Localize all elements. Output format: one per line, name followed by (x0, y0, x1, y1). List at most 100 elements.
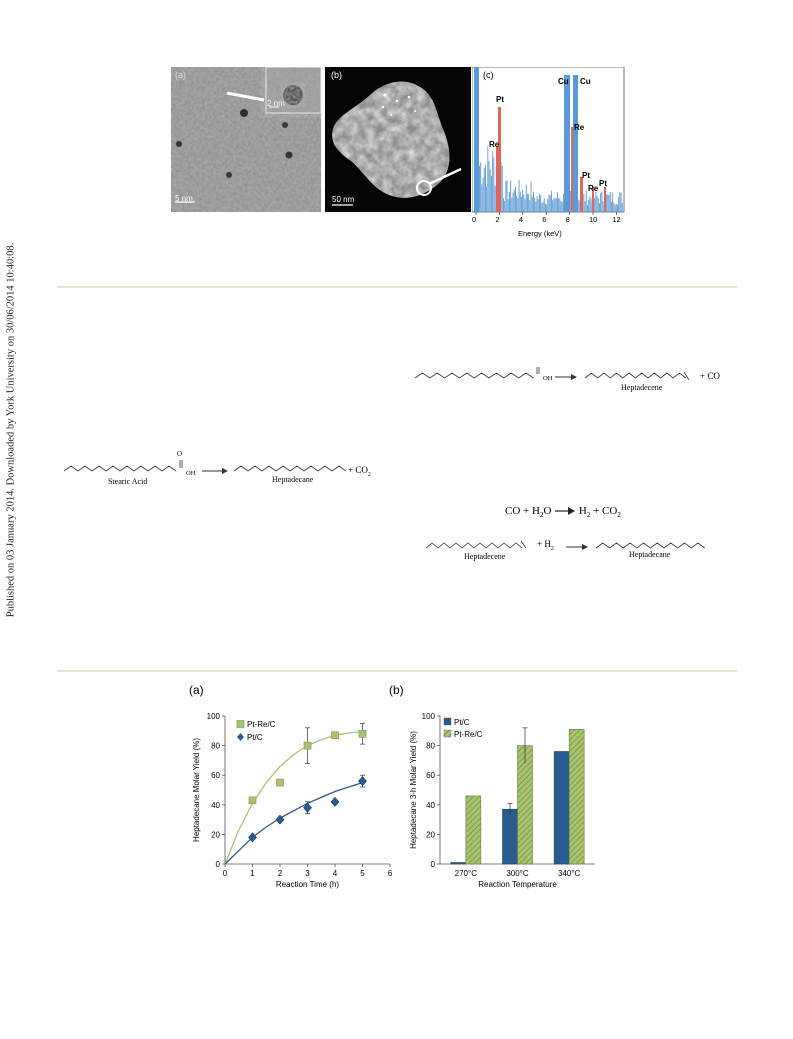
y-axis-label: Heptadecane 3-h Molar Yield (%) (409, 731, 418, 849)
fit-line-0 (224, 730, 363, 865)
fit-line-1 (224, 781, 363, 865)
scale-label-b: 50 nm (332, 195, 355, 204)
y-tick-label: 100 (207, 712, 221, 721)
data-point-pt (330, 796, 340, 807)
eds-x-axis-label: Energy (keV) (518, 229, 562, 238)
product-name-1: Heptadecane (272, 475, 314, 484)
eds-peak-label: Pt (582, 171, 590, 180)
y-tick-label: 40 (426, 801, 435, 810)
chart-a-panel-label: (a) (189, 683, 204, 697)
byproduct-2: + CO (700, 371, 720, 381)
legend-label: Pt-Re/C (247, 720, 276, 729)
x-tick-label: 5 (360, 869, 365, 878)
section-divider-top (57, 286, 737, 288)
wgs-co2-sub: 2 (617, 511, 621, 520)
bar-pt (553, 751, 570, 865)
eds-x-tick-label: 2 (495, 215, 500, 224)
panel-label-a: (a) (175, 70, 186, 80)
reaction-decarbonylation: OH Heptadecene + CO (413, 365, 743, 405)
micrograph-b: (b) 50 nm (325, 67, 471, 212)
wgs-co2: + CO (590, 505, 618, 517)
y-tick-label: 100 (422, 712, 436, 721)
x-tick-label: 300°C (506, 869, 529, 878)
reactant-oh-2: OH (543, 375, 553, 382)
chart-b-svg: 0 20 40 60 80 100 270°C 300°C 340°C Pt/C Pt-Re/C Re… (409, 712, 595, 889)
x-tick-label: 270°C (455, 869, 478, 878)
reactant-o-1: O (177, 450, 183, 458)
section-divider-bottom (57, 670, 737, 672)
y-tick-label: 20 (426, 830, 435, 839)
legend-marker (236, 720, 245, 728)
legend-marker (443, 729, 452, 738)
bar-pt-re (568, 729, 585, 865)
tem-image-a (171, 67, 321, 212)
data-point-pt-re (276, 778, 284, 787)
x-tick-label: 3 (305, 869, 310, 878)
y-tick-label: 0 (216, 860, 221, 869)
eds-peak-label: Pt (496, 95, 504, 104)
legend-label: Pt-Re/C (454, 730, 483, 739)
download-notice: Published on 03 January 2014. Downloaded… (2, 235, 20, 625)
y-tick-label: 20 (211, 830, 220, 839)
y-axis-label: Heptadecane Molar Yield (%) (192, 738, 201, 842)
data-point-pt (275, 814, 285, 825)
product-name-2: Heptadecene (621, 383, 663, 392)
eds-spectrum-svg (471, 66, 625, 215)
micrograph-a: (a) 2 nm 5 nm (171, 67, 321, 212)
reaction-2-svg (414, 367, 690, 381)
panel-label-b: (b) (331, 70, 342, 80)
reactant-oh-1: OH (186, 470, 196, 477)
y-tick-label: 40 (211, 801, 220, 810)
inset-scale-label: 2 nm (267, 99, 285, 108)
bar-pt-re (465, 795, 482, 865)
eds-spectrum-c: (c) Energy (keV) 0 2 4 6 8 10 12 Cu Cu Pt Re Re Pt Re… (471, 66, 627, 238)
data-point-pt-re (248, 796, 257, 805)
eds-peak-label: Cu (558, 77, 569, 86)
data-point-pt-re (303, 741, 312, 750)
reaction-1-svg (63, 460, 347, 474)
legend-marker (237, 733, 244, 741)
scale-label-a: 5 nm (175, 194, 193, 203)
download-notice-text: Published on 03 January 2014. Downloaded… (5, 242, 17, 618)
haadf-image-b (332, 81, 462, 206)
x-axis-label: Reaction Temperature (478, 880, 557, 889)
eds-peak-label: Re (489, 140, 500, 149)
reaction-decarboxylation: O OH Stearic Acid Heptadecane + CO2 (62, 450, 392, 496)
data-point-pt (358, 776, 367, 787)
x-tick-label: 0 (223, 869, 228, 878)
wgs-arrow (554, 506, 576, 516)
product-name-4: Heptadecane (629, 550, 671, 559)
legend-label: Pt/C (247, 733, 263, 742)
x-tick-label: 4 (333, 869, 338, 878)
eds-x-tick-label: 4 (518, 215, 523, 224)
data-point-pt (303, 802, 312, 813)
legend-label: Pt/C (454, 718, 470, 727)
wgs-h2o-sub: 2 (539, 511, 544, 520)
reagent-4-formula: + H (537, 539, 551, 549)
y-tick-label: 0 (431, 860, 436, 869)
x-tick-label: 6 (388, 869, 393, 878)
reaction-hydrogenation: Heptadecene + H2 Heptadecane (424, 538, 744, 568)
x-tick-label: 1 (250, 869, 255, 878)
data-point-pt-re (358, 729, 367, 738)
reaction-water-gas-shift: CO + H2O H2 + CO2 (505, 505, 621, 519)
x-tick-label: 2 (278, 869, 283, 878)
chart-b-panel-label: (b) (389, 683, 404, 697)
eds-x-tick-label: 8 (565, 215, 570, 224)
y-tick-label: 80 (426, 742, 435, 751)
reagent-4: + H2 (537, 539, 554, 552)
wgs-left: CO + H (505, 505, 540, 517)
wgs-o: O (543, 505, 552, 517)
byproduct-1-sub: 2 (367, 471, 371, 478)
eds-peak-label: Cu (580, 77, 591, 86)
panel-label-c: (c) (483, 70, 494, 80)
legend-marker (443, 717, 452, 726)
x-axis-label: Reaction Time (h) (276, 880, 339, 889)
byproduct-1-formula: CO (355, 465, 368, 475)
wgs-h2: H (578, 505, 587, 517)
data-point-pt-re (331, 731, 339, 740)
reactant-name-4: Heptadecene (464, 552, 506, 561)
eds-peak-label: Re (574, 123, 585, 132)
byproduct-1: + CO2 (348, 465, 371, 478)
chart-a: (a) 0 20 40 60 80 100 0 1 2 3 4 5 6 Reaction Time (h)… (185, 680, 400, 900)
